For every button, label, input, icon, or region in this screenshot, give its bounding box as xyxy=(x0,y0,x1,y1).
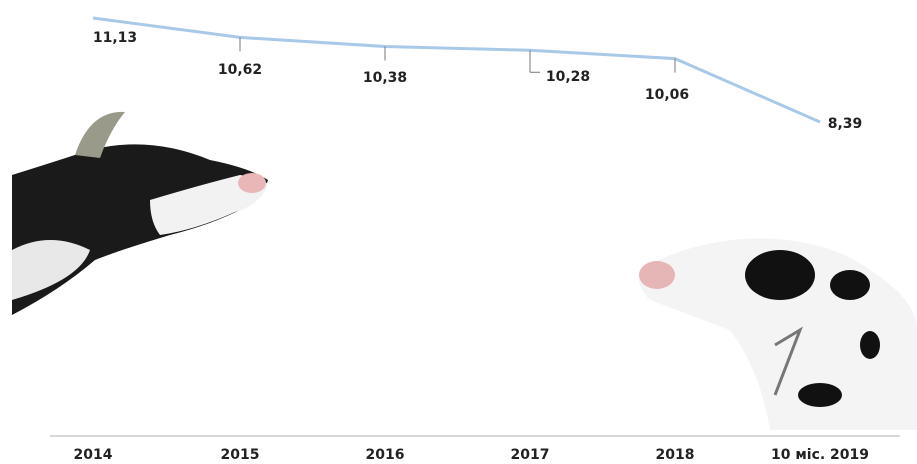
x-tick-label: 2017 xyxy=(511,447,550,463)
value-label: 8,39 xyxy=(828,116,863,132)
x-tick-label: 2016 xyxy=(366,447,405,463)
right-cow xyxy=(638,238,917,430)
value-label: 10,38 xyxy=(363,70,407,86)
data-line xyxy=(92,16,821,124)
x-tick-label: 2018 xyxy=(656,447,695,463)
value-label: 11,13 xyxy=(93,30,137,46)
value-label: 10,62 xyxy=(218,62,262,78)
x-tick-label: 2015 xyxy=(221,447,260,463)
x-tick-label: 10 міс. 2019 xyxy=(771,447,869,463)
left-cow xyxy=(12,111,268,315)
value-label: 10,06 xyxy=(645,87,689,103)
value-label: 10,28 xyxy=(546,69,590,85)
x-tick-label: 2014 xyxy=(74,447,113,463)
